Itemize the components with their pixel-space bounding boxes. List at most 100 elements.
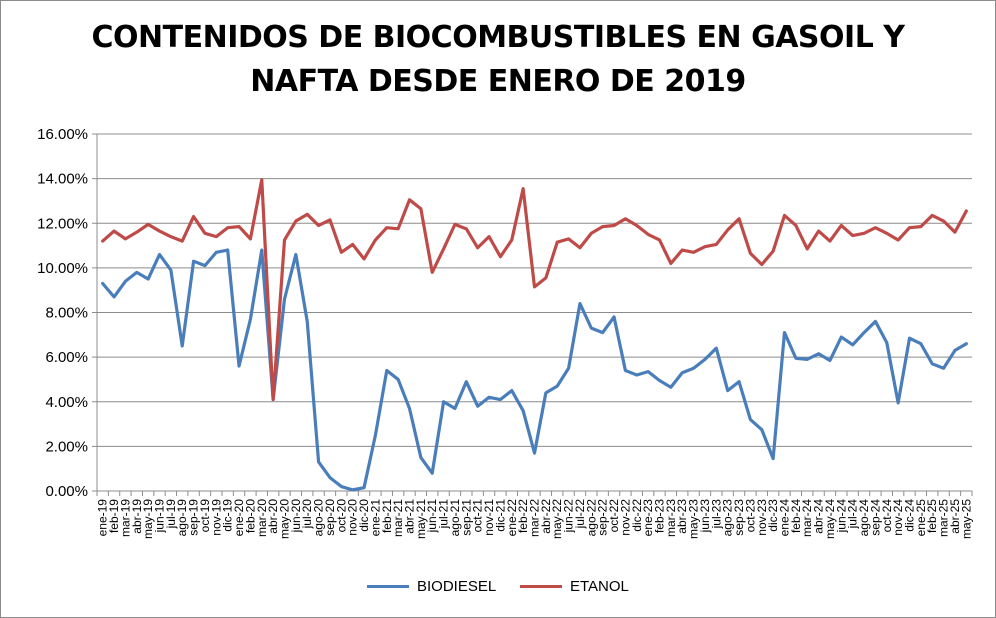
x-tick-label: dic-21 <box>493 499 507 532</box>
x-tick-label: may-24 <box>823 499 837 539</box>
chart-title-line-2: NAFTA DESDE ENERO DE 2019 <box>250 64 746 99</box>
legend-swatch-etanol <box>520 584 562 588</box>
x-tick-label: jun-21 <box>425 499 439 534</box>
x-tick-label: oct-21 <box>471 499 485 533</box>
legend-label-etanol: ETANOL <box>570 577 629 595</box>
x-tick-label: dic-19 <box>221 499 235 532</box>
x-tick-label: ene-24 <box>778 499 792 537</box>
legend-item-biodiesel: BIODIESEL <box>367 576 496 596</box>
x-tick-label: mar-25 <box>937 499 951 537</box>
x-tick-label: abr-24 <box>812 499 826 534</box>
x-tick-label: dic-23 <box>766 499 780 532</box>
x-tick-label: ene-19 <box>96 499 110 537</box>
x-tick-label: abr-20 <box>266 499 280 534</box>
x-tick-label: jun-19 <box>153 499 167 534</box>
y-tick-label: 2.00% <box>45 438 88 455</box>
x-tick-label: may-23 <box>687 499 701 539</box>
x-tick-label: feb-23 <box>653 499 667 533</box>
x-tick-label: sep-22 <box>596 499 610 536</box>
y-tick-label: 8.00% <box>45 305 88 322</box>
x-tick-label: dic-24 <box>903 499 917 532</box>
x-tick-label: nov-19 <box>209 499 223 536</box>
legend-label-biodiesel: BIODIESEL <box>417 577 497 595</box>
x-tick-label: abr-22 <box>539 499 553 534</box>
x-tick-label: sep-21 <box>459 499 473 536</box>
x-tick-label: mar-19 <box>118 499 132 537</box>
x-tick-label: ene-20 <box>232 499 246 537</box>
x-tick-label: oct-19 <box>198 499 212 533</box>
legend-swatch-biodiesel <box>367 584 409 588</box>
x-tick-label: abr-23 <box>675 499 689 534</box>
legend-item-etanol: ETANOL <box>520 576 629 596</box>
x-tick-label: ago-19 <box>175 499 189 537</box>
chart-title: CONTENIDOS DE BIOCOMBUSTIBLES EN GASOIL … <box>0 16 996 104</box>
x-tick-label: ene-22 <box>505 499 519 537</box>
x-tick-label: feb-24 <box>789 499 803 533</box>
x-tick-label: nov-20 <box>346 499 360 536</box>
series-line-biodiesel <box>101 248 968 492</box>
x-tick-label: jul-24 <box>846 499 860 530</box>
x-tick-label: jul-21 <box>437 499 451 530</box>
x-tick-label: sep-19 <box>187 499 201 536</box>
y-tick-label: 16.00% <box>37 126 88 143</box>
x-tick-label: may-20 <box>278 499 292 539</box>
y-tick-label: 6.00% <box>45 349 88 366</box>
x-tick-label: may-21 <box>414 499 428 539</box>
x-tick-label: may-19 <box>141 499 155 539</box>
x-tick-label: jul-19 <box>164 499 178 530</box>
x-tick-label: oct-20 <box>334 499 348 533</box>
x-tick-label: ago-24 <box>857 499 871 537</box>
chart-legend: BIODIESEL ETANOL <box>0 576 996 596</box>
x-tick-label: mar-22 <box>528 499 542 537</box>
x-tick-label: feb-22 <box>516 499 530 533</box>
x-tick-label: mar-24 <box>800 499 814 537</box>
x-tick-label: ago-20 <box>312 499 326 537</box>
x-tick-label: feb-21 <box>380 499 394 533</box>
x-tick-label: oct-22 <box>607 499 621 533</box>
x-tick-label: nov-21 <box>482 499 496 536</box>
y-tick-label: 4.00% <box>45 394 88 411</box>
x-tick-label: abr-21 <box>403 499 417 534</box>
x-tick-label: abr-19 <box>130 499 144 534</box>
x-tick-label: sep-24 <box>868 499 882 536</box>
x-tick-label: nov-24 <box>891 499 905 536</box>
x-tick-label: dic-20 <box>357 499 371 532</box>
x-tick-label: jun-20 <box>289 499 303 534</box>
x-tick-label: may-25 <box>959 499 973 539</box>
x-tick-label: feb-20 <box>243 499 257 533</box>
x-tick-label: jul-23 <box>709 499 723 530</box>
x-tick-label: mar-23 <box>664 499 678 537</box>
x-tick-label: sep-23 <box>732 499 746 536</box>
y-tick-label: 0.00% <box>45 483 88 500</box>
x-tick-label: mar-21 <box>391 499 405 537</box>
x-tick-label: mar-20 <box>255 499 269 537</box>
x-tick-label: jun-22 <box>562 499 576 534</box>
x-tick-label: jun-24 <box>834 499 848 534</box>
series-line-etanol <box>101 178 968 402</box>
x-tick-label: oct-24 <box>880 499 894 533</box>
x-tick-label: ene-23 <box>641 499 655 537</box>
x-tick-label: jun-23 <box>698 499 712 534</box>
x-tick-label: ago-22 <box>584 499 598 537</box>
x-tick-label: nov-22 <box>618 499 632 536</box>
x-tick-label: jul-22 <box>573 499 587 530</box>
x-tick-label: feb-25 <box>925 499 939 533</box>
x-tick-label: ene-21 <box>368 499 382 537</box>
x-tick-label: dic-22 <box>630 499 644 532</box>
x-tick-label: may-22 <box>550 499 564 539</box>
y-tick-label: 14.00% <box>37 171 88 188</box>
y-tick-label: 10.00% <box>37 260 88 277</box>
x-tick-label: feb-19 <box>107 499 121 533</box>
x-tick-label: abr-25 <box>948 499 962 534</box>
chart-title-line-1: CONTENIDOS DE BIOCOMBUSTIBLES EN GASOIL … <box>91 20 905 55</box>
x-tick-label: nov-23 <box>755 499 769 536</box>
x-tick-label: ago-21 <box>448 499 462 537</box>
x-tick-label: ago-23 <box>721 499 735 537</box>
y-tick-label: 12.00% <box>37 215 88 232</box>
x-tick-label: sep-20 <box>323 499 337 536</box>
x-tick-label: ene-25 <box>914 499 928 537</box>
x-tick-label: jul-20 <box>300 499 314 530</box>
x-tick-label: oct-23 <box>743 499 757 533</box>
